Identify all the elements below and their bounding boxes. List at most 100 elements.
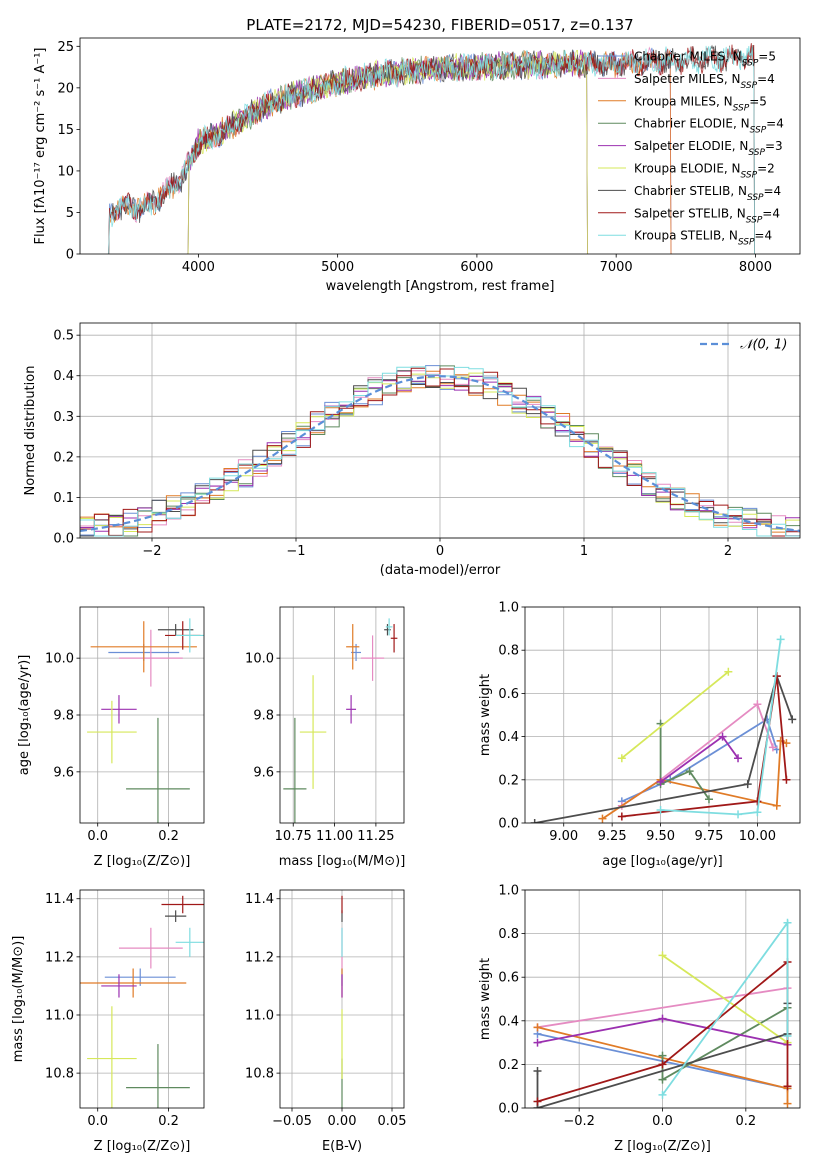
y-tick-label: 0.2 <box>498 1058 519 1073</box>
y-tick-label: 9.8 <box>253 709 274 724</box>
errorbar-point-kroupa_elodie <box>299 675 327 789</box>
y-tick-label: 20 <box>57 81 74 96</box>
y-axis-label: Normed distribution <box>23 366 38 496</box>
x-tick-label: 11.00 <box>316 829 353 844</box>
y-tick-label: 0.0 <box>498 1102 519 1117</box>
weight-marker <box>656 777 665 786</box>
y-tick-label: 25 <box>57 40 74 55</box>
errorbar-point-salpeter_elodie <box>101 974 137 998</box>
weight-marker <box>704 795 713 804</box>
weight-marker <box>776 635 785 644</box>
axes-frame <box>79 606 205 824</box>
x-tick-label: 0.2 <box>158 1114 179 1129</box>
errorbar-point-kroupa_miles <box>80 968 187 998</box>
x-tick-label: 10.75 <box>275 829 312 844</box>
x-tick-label: 0.2 <box>158 829 179 844</box>
plot-area <box>80 365 800 538</box>
y-axis-label: mass weight <box>478 958 493 1040</box>
figure-title: PLATE=2172, MJD=54230, FIBERID=0517, z=0… <box>246 16 633 34</box>
weight-line <box>660 639 782 816</box>
errorbar-point-salpeter_miles <box>118 629 183 687</box>
weight-marker <box>658 1014 667 1023</box>
axes-frame <box>524 606 801 824</box>
errorbar-point-chabrier_elodie <box>126 1044 190 1108</box>
y-tick-label: 0.5 <box>53 329 74 344</box>
y-tick-label: 0.8 <box>498 644 519 659</box>
weight-marker <box>783 1082 792 1091</box>
weight-marker <box>617 754 626 763</box>
y-tick-label: 0.6 <box>498 971 519 986</box>
legend-entry: Kroupa ELODIE, NSSP=2 <box>634 162 775 181</box>
gaussian-reference-curve <box>80 375 800 532</box>
y-tick-label: 0.4 <box>498 730 519 745</box>
panel-spectrum: 4000 5000 6000 7000 8000 0 5 10 15 20 25 wavelength… <box>33 37 801 294</box>
weight-marker <box>788 715 797 724</box>
axes-frame <box>279 606 405 824</box>
x-tick-label: 0.05 <box>378 1114 407 1129</box>
y-tick-label: 0.1 <box>53 491 74 506</box>
x-tick-label: 6000 <box>460 260 493 275</box>
panel-mass_vs_ebv: −0.05 0.00 0.05 10.8 11.0 11.2 11.4 E(B-V) <box>245 889 407 1154</box>
weight-marker <box>753 808 762 817</box>
plot-area <box>80 895 204 1108</box>
legend-entry: Salpeter ELODIE, NSSP=3 <box>634 139 783 158</box>
weight-marker <box>658 1051 667 1060</box>
errorbar-point-kroupa_miles <box>346 624 360 670</box>
panel-weight_vs_age: 9.00 9.25 9.50 9.75 10.00 0.0 0.2 0.4 0.6 0.8 1.0 a… <box>478 601 801 869</box>
errorbar-point-kroupa_elodie <box>87 1006 137 1108</box>
x-tick-label: 9.00 <box>549 829 578 844</box>
errorbar-point-kroupa_stelib <box>175 618 204 653</box>
x-tick-label: 7000 <box>600 260 633 275</box>
weight-marker <box>753 700 762 709</box>
axes-frame <box>79 322 801 539</box>
y-axis-label: mass weight <box>478 674 493 756</box>
y-tick-label: 0.3 <box>53 410 74 425</box>
weight-line <box>534 673 794 823</box>
y-tick-label: 11.4 <box>45 892 74 907</box>
y-tick-label: 5 <box>66 206 74 221</box>
plot-area <box>107 43 756 254</box>
y-tick-label: 0.0 <box>498 817 519 832</box>
legend-entry: Chabrier STELIB, NSSP=4 <box>634 184 781 203</box>
weight-marker <box>658 1075 667 1084</box>
errorbar-point-salpeter_miles <box>118 927 183 969</box>
errorbar-point-chabrier_stelib <box>384 624 391 636</box>
y-tick-label: 11.0 <box>245 1008 274 1023</box>
weight-line <box>660 735 739 783</box>
weight-marker <box>772 801 781 810</box>
y-tick-label: 0.0 <box>53 532 74 547</box>
panel-weight_vs_Z: −0.2 0.0 0.2 0.0 0.2 0.4 0.6 0.8 1.0 Z [log₁₀(Z/Z… <box>478 884 801 1154</box>
errorbar-point-salpeter_stelib <box>390 624 398 653</box>
y-tick-label: 0.2 <box>53 450 74 465</box>
x-tick-label: 0.00 <box>328 1114 357 1129</box>
errorbar-point-kroupa_elodie <box>87 700 137 764</box>
errorbar-point-chabrier_elodie <box>283 717 307 823</box>
errorbar-point-salpeter_miles <box>361 635 385 681</box>
x-tick-label: 0.2 <box>735 1114 756 1129</box>
legend-entry: Kroupa STELIB, NSSP=4 <box>634 229 772 248</box>
y-tick-label: 9.6 <box>253 765 274 780</box>
y-tick-label: 10.0 <box>45 652 74 667</box>
x-tick-label: −1 <box>286 544 305 559</box>
y-axis-label: age [log₁₀(age/yr)] <box>17 655 32 776</box>
weight-marker <box>743 780 752 789</box>
legend-entry: Salpeter STELIB, NSSP=4 <box>634 206 780 225</box>
y-tick-label: 1.0 <box>498 601 519 616</box>
weight-series-kroupa_stelib <box>656 635 785 819</box>
weight-line <box>659 723 710 800</box>
panel-mass_vs_Z: 0.0 0.2 10.8 11.0 11.2 11.4 Z [log₁₀(Z/Z⊙)] mas… <box>11 889 205 1154</box>
weight-series-kroupa_stelib <box>658 918 792 1099</box>
errorbar-point-chabrier_stelib <box>157 624 194 636</box>
plot-area <box>87 618 204 823</box>
axes-frame <box>79 889 205 1109</box>
weight-marker <box>533 1066 542 1075</box>
plot-area <box>533 918 792 1108</box>
y-tick-label: 1.0 <box>498 884 519 899</box>
y-tick-label: 0 <box>66 248 74 263</box>
errorbar-point-kroupa_miles <box>90 621 197 673</box>
y-tick-label: 10 <box>57 164 74 179</box>
x-tick-label: 0.0 <box>87 1114 108 1129</box>
weight-series-salpeter_elodie <box>656 732 743 786</box>
x-axis-label: mass [log₁₀(M/M⊙)] <box>279 854 406 869</box>
